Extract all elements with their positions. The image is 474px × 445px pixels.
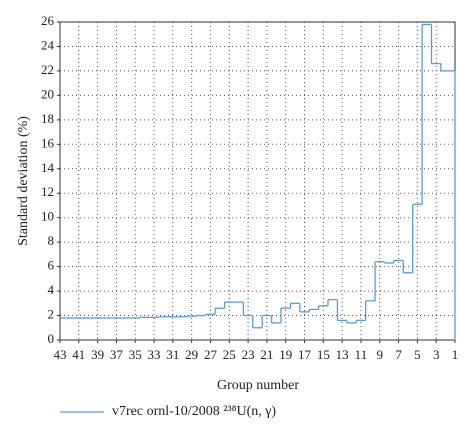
x-tick-label: 5 — [414, 347, 421, 362]
x-tick-label: 11 — [355, 347, 368, 362]
y-tick-label: 2 — [48, 307, 55, 322]
y-tick-label: 8 — [48, 233, 55, 248]
y-tick-label: 6 — [48, 258, 55, 273]
y-tick-label: 22 — [41, 62, 54, 77]
y-axis-label: Standard deviation (%) — [16, 116, 31, 246]
x-axis-label: Group number — [217, 378, 299, 393]
plot-frame — [59, 21, 456, 341]
x-tick-label: 13 — [336, 347, 349, 362]
x-tick-label: 35 — [129, 347, 142, 362]
x-tick-label: 15 — [317, 347, 330, 362]
y-tick-label: 20 — [41, 86, 54, 101]
y-tick-label: 0 — [48, 331, 55, 346]
x-tick-label: 3 — [433, 347, 440, 362]
y-tick-label: 24 — [41, 37, 55, 52]
x-tick-label: 31 — [166, 347, 179, 362]
x-tick-label: 41 — [72, 347, 85, 362]
y-tick-label: 4 — [48, 282, 55, 297]
x-tick-label: 37 — [110, 347, 124, 362]
x-tick-label: 23 — [242, 347, 255, 362]
x-tick-label: 25 — [223, 347, 236, 362]
x-tick-label: 7 — [395, 347, 402, 362]
x-tick-label: 17 — [298, 347, 312, 362]
legend-label: v7rec ornl-10/2008 ²³⁸U(n, γ) — [112, 404, 276, 419]
x-tick-label: 19 — [279, 347, 292, 362]
x-tick-label: 27 — [204, 347, 218, 362]
y-tick-label: 10 — [41, 209, 54, 224]
x-tick-label: 21 — [260, 347, 273, 362]
y-tick-label: 12 — [41, 184, 54, 199]
x-tick-label: 33 — [148, 347, 161, 362]
x-tick-label: 43 — [54, 347, 67, 362]
y-tick-label: 18 — [41, 111, 54, 126]
x-tick-label: 39 — [91, 347, 104, 362]
x-tick-label: 29 — [185, 347, 198, 362]
y-tick-label: 16 — [41, 135, 55, 150]
y-tick-label: 26 — [41, 13, 55, 28]
x-tick-label: 9 — [377, 347, 384, 362]
y-tick-label: 14 — [41, 160, 55, 175]
x-tick-label: 1 — [452, 347, 459, 362]
